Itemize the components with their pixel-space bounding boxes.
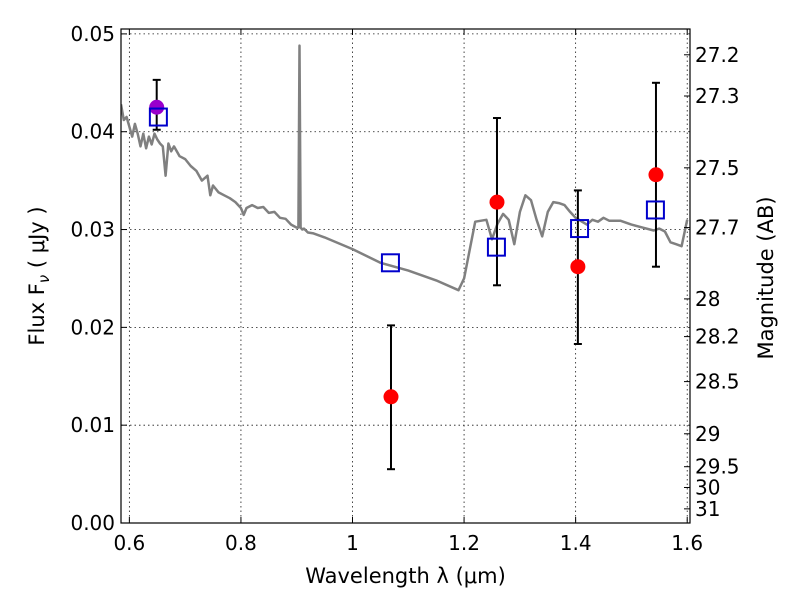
y-axis-label-unit: ( μJy ): [25, 206, 49, 274]
tick-labels: 0.6 0.8 1 1.2 1.4 1.6 0.00 0.01 0.02 0.03 0.04 0.05…: [70, 22, 739, 555]
y2-tick-label: 28.5: [695, 370, 740, 394]
y-axis-label-main: Flux F: [25, 283, 49, 345]
model-band-point: [645, 200, 665, 220]
observed-point: [489, 194, 505, 210]
y2-tick-label: 28: [695, 287, 720, 311]
axis-ticks: [121, 29, 690, 524]
model-band-point: [380, 253, 400, 273]
model-spectrum-line: [121, 44, 689, 292]
y-tick-label: 0.02: [70, 315, 115, 339]
y2-tick-label: 28.2: [695, 325, 740, 349]
observed-point: [149, 99, 165, 115]
x-tick-label: 1.6: [671, 531, 703, 555]
x-tick-label: 1.4: [560, 531, 592, 555]
y2-axis-label: Magnitude (AB): [754, 196, 778, 359]
y2-tick-label: 29.5: [695, 455, 740, 479]
observed-point: [648, 167, 664, 183]
model-band-point: [486, 237, 506, 257]
x-tick-label: 1.2: [448, 531, 480, 555]
y-tick-label: 0.00: [70, 511, 115, 535]
y2-tick-label: 27.5: [695, 156, 740, 180]
observed-point: [570, 259, 586, 275]
y-tick-label: 0.04: [70, 120, 115, 144]
y2-tick-label: 30: [695, 475, 720, 499]
observed-points-layer: [149, 99, 664, 405]
x-tick-label: 1: [346, 531, 359, 555]
y2-tick-label: 31: [695, 497, 720, 521]
grid-lines: [121, 29, 690, 524]
y-axis-label-subscript: ν: [35, 275, 53, 283]
y-tick-label: 0.01: [70, 413, 115, 437]
x-tick-label: 0.8: [225, 531, 257, 555]
y-tick-label: 0.05: [70, 22, 115, 46]
model-spectrum-layer: [121, 44, 689, 292]
y2-tick-label: 27.3: [695, 84, 740, 108]
y-tick-label: 0.03: [70, 218, 115, 242]
x-tick-label: 0.6: [113, 531, 145, 555]
error-bar-layer: [152, 78, 660, 471]
y2-tick-label: 29: [695, 422, 720, 446]
y2-tick-label: 27.2: [695, 43, 740, 67]
model-band-point: [570, 219, 590, 239]
x-axis-label: Wavelength λ (μm): [305, 564, 506, 588]
model-band-points-layer: [148, 107, 665, 273]
y-axis-label: Flux Fν ( μJy ): [25, 206, 53, 345]
y2-tick-label: 27.7: [695, 216, 740, 240]
plot-frame: [120, 28, 691, 524]
observed-point: [383, 389, 399, 405]
model-band-point: [148, 107, 168, 127]
